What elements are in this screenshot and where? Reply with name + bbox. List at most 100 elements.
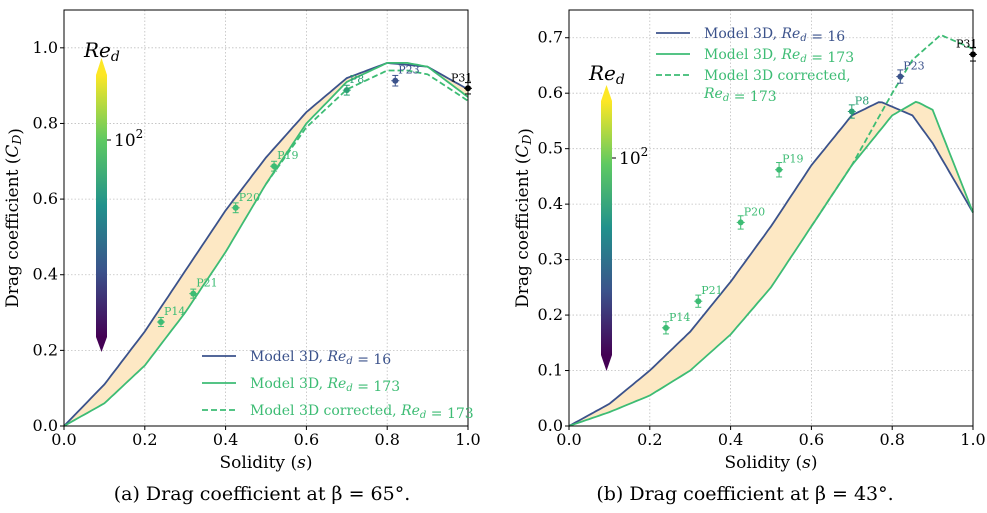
legend-label: Model 3D, Red = 16 <box>704 26 845 45</box>
data-point-p8: P8 <box>847 95 869 119</box>
colorbar-b: Red 102 <box>588 61 648 371</box>
y-tick-label: 0.0 <box>538 416 563 435</box>
colorbar-a-top-cap <box>96 58 107 75</box>
y-tick-label: 0.0 <box>33 416 58 435</box>
colorbar-b-top-cap <box>601 85 612 101</box>
x-tick-label: 0.6 <box>799 430 824 449</box>
y-tick-label: 0.6 <box>33 189 58 208</box>
legend-label-cont: Red = 173 <box>703 86 777 105</box>
x-tick-label: 0.4 <box>213 430 238 449</box>
series-line-re16 <box>568 101 974 427</box>
data-point-p19: P19 <box>775 153 803 178</box>
point-label: P23 <box>903 60 924 73</box>
point-marker <box>848 108 855 115</box>
series-line-re173-corrected <box>810 33 974 227</box>
y-tick-label: 0.4 <box>538 194 563 213</box>
data-point-p8: P8 <box>342 73 364 96</box>
point-label: P21 <box>701 284 722 297</box>
data-point-p21: P21 <box>694 284 723 308</box>
x-tick-label: 0.0 <box>51 430 76 449</box>
colorbar-a: Red 102 <box>83 38 143 352</box>
point-label: P23 <box>398 64 419 77</box>
data-point-p19: P19 <box>270 149 298 172</box>
y-tick-label: 0.7 <box>538 28 563 47</box>
point-label: P14 <box>164 305 185 318</box>
axes-frame <box>568 9 974 427</box>
y-tick-label: 1.0 <box>33 38 58 57</box>
x-tick-label: 0.2 <box>637 430 662 449</box>
data-point-p21: P21 <box>189 277 218 299</box>
uncertainty-band <box>569 101 973 427</box>
y-tick-label: 0.6 <box>538 83 563 102</box>
point-label: P8 <box>855 95 869 108</box>
legend-label: Model 3D corrected, Red = 173 <box>250 403 474 422</box>
point-marker <box>343 87 350 94</box>
x-tick-label: 0.6 <box>294 430 319 449</box>
data-point-p14: P14 <box>661 311 690 335</box>
point-label: P20 <box>239 191 260 204</box>
data-point-p31: P31 <box>956 37 977 62</box>
data-point-p20: P20 <box>231 191 260 214</box>
data-point-p14: P14 <box>156 305 185 328</box>
series-line-re173-corrected <box>265 69 469 185</box>
colorbar-b-bottom-cap <box>601 355 612 371</box>
data-point-p31: P31 <box>451 71 472 95</box>
data-point-p20: P20 <box>736 205 765 230</box>
colorbar-a-title: Red <box>83 38 120 65</box>
data-point-p23: P23 <box>896 60 925 84</box>
series-line-re173 <box>568 100 974 427</box>
chart-panel-b: P14 P21 P20 P19 P8 P23 P31 0.0 0.2 0.4 0.6 0.8 1.0 0.… <box>513 9 986 473</box>
x-tick-label: 1.0 <box>455 430 480 449</box>
point-marker <box>737 219 744 226</box>
chart-panel-a: P14 P21 P20 P19 P8 P23 P31 0.0 0.2 0.4 0.6 0.8 1.0 0.… <box>3 9 481 473</box>
y-tick-label: 0.8 <box>33 113 58 132</box>
point-marker <box>232 204 239 211</box>
x-axis-label: Solidity (s) <box>725 453 818 473</box>
point-marker <box>190 290 197 297</box>
series-line-re16 <box>63 61 469 427</box>
point-label: P31 <box>451 71 472 84</box>
caption-a: (a) Drag coefficient at β = 65°. <box>114 483 411 505</box>
point-label: P19 <box>277 149 298 162</box>
x-tick-label: 0.4 <box>718 430 743 449</box>
point-marker <box>695 298 702 305</box>
point-marker <box>271 163 278 170</box>
colorbar-b-gradient <box>601 101 612 355</box>
colorbar-a-bottom-cap <box>96 337 107 352</box>
point-label: P8 <box>350 73 364 86</box>
legend-label: Model 3D, Red = 173 <box>704 47 854 66</box>
point-marker <box>662 324 669 331</box>
colorbar-b-title: Red <box>588 61 625 88</box>
colorbar-b-tick-label: 102 <box>619 145 648 169</box>
legend-label: Model 3D, Red = 173 <box>250 376 400 395</box>
x-tick-label: 0.8 <box>374 430 399 449</box>
y-tick-label: 0.3 <box>538 250 563 269</box>
y-tick-label: 0.5 <box>538 139 563 158</box>
legend-label: Model 3D, Red = 16 <box>250 349 391 368</box>
point-marker <box>776 166 783 173</box>
point-label: P19 <box>782 153 803 166</box>
x-tick-label: 1.0 <box>960 430 985 449</box>
point-label: P21 <box>196 277 217 290</box>
data-point-p23: P23 <box>391 64 420 87</box>
point-marker <box>157 319 164 325</box>
axes-frame <box>63 9 469 427</box>
caption-b: (b) Drag coefficient at β = 43°. <box>596 483 893 505</box>
x-tick-label: 0.0 <box>556 430 581 449</box>
x-axis-label: Solidity (s) <box>220 453 313 473</box>
y-axis-label: Drag coefficient (CD) <box>513 128 536 308</box>
y-axis-label: Drag coefficient (CD) <box>3 128 26 308</box>
point-label: P20 <box>744 205 765 218</box>
colorbar-a-tick-label: 102 <box>114 127 143 151</box>
x-tick-label: 0.2 <box>132 430 157 449</box>
y-tick-label: 0.1 <box>538 361 563 380</box>
y-tick-label: 0.2 <box>33 340 58 359</box>
x-tick-label: 0.8 <box>879 430 904 449</box>
y-tick-label: 0.4 <box>33 265 58 284</box>
point-label: P14 <box>669 311 690 324</box>
point-marker <box>897 73 904 80</box>
uncertainty-band <box>64 62 468 427</box>
colorbar-a-gradient <box>96 75 107 337</box>
legend-label: Model 3D corrected, <box>704 68 851 84</box>
